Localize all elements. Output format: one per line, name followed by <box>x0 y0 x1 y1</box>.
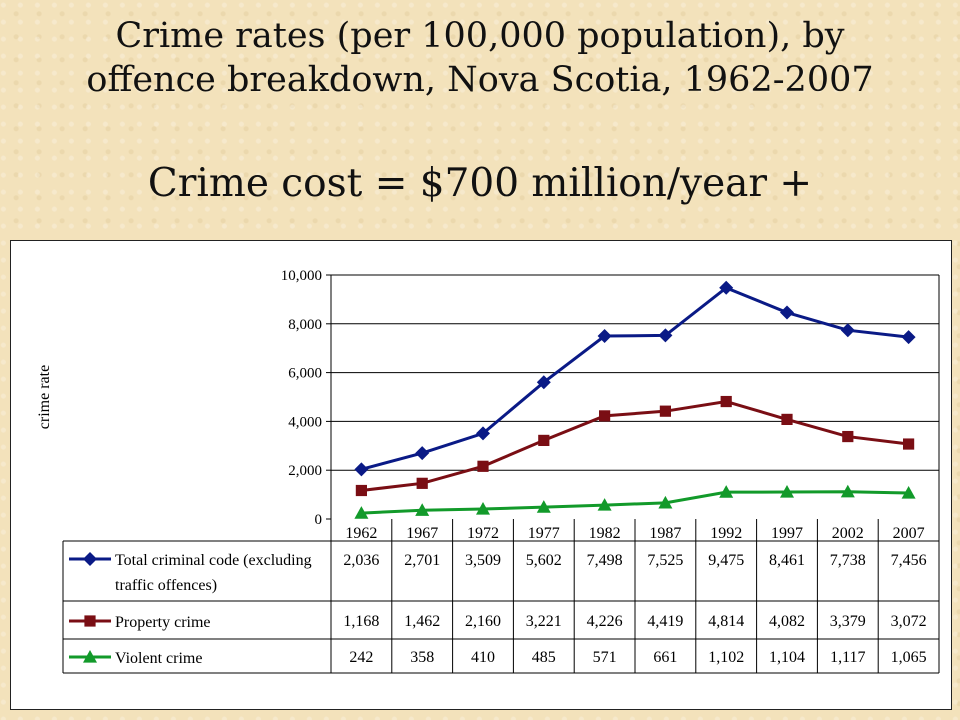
data-point <box>536 375 551 390</box>
data-label: 1,104 <box>769 649 805 666</box>
data-label: 9,475 <box>708 552 744 569</box>
data-label: 5,602 <box>526 552 562 569</box>
data-point <box>476 426 490 441</box>
x-tick-label: 1997 <box>771 525 803 542</box>
legend-key-marker <box>84 615 96 627</box>
data-label: 2,036 <box>343 552 379 569</box>
series-line <box>361 400 909 492</box>
data-point <box>901 330 916 345</box>
data-label: 8,461 <box>769 552 805 569</box>
data-label: 7,738 <box>830 552 866 569</box>
y-tick-label: 4,000 <box>288 414 322 430</box>
data-label: 7,498 <box>587 552 623 569</box>
data-label: 242 <box>349 649 373 666</box>
legend-label: Violent crime <box>115 650 202 667</box>
data-point <box>415 446 430 461</box>
y-tick-label: 8,000 <box>288 317 322 333</box>
data-label: 2,160 <box>465 613 501 630</box>
data-point <box>901 486 916 499</box>
data-label: 1,462 <box>404 613 440 630</box>
y-tick-label: 2,000 <box>288 463 322 479</box>
x-tick-label: 1987 <box>649 525 681 542</box>
x-tick-label: 1967 <box>406 525 438 542</box>
data-point <box>840 323 855 338</box>
series-line <box>361 286 909 471</box>
crime-rate-chart: 0 2,000 4,000 6,000 8,000 10,000 crime rate 196… <box>36 268 940 674</box>
legend-label: Property crime <box>115 614 211 631</box>
data-point <box>416 477 428 489</box>
data-label: 7,525 <box>647 552 683 569</box>
data-label: 3,379 <box>830 613 866 630</box>
data-point <box>354 506 369 519</box>
data-label: 3,509 <box>465 552 501 569</box>
data-label: 4,082 <box>769 613 805 630</box>
y-tick-label: 6,000 <box>288 366 322 382</box>
data-point <box>476 501 490 515</box>
data-label: 3,072 <box>891 613 927 630</box>
data-label: 1,168 <box>343 613 379 630</box>
data-label: 2,701 <box>404 552 440 569</box>
data-label: 661 <box>653 649 677 666</box>
data-label: 1,065 <box>891 649 927 666</box>
data-label: 358 <box>410 649 434 666</box>
slide-title-line-2: offence breakdown, Nova Scotia, 1962-200… <box>86 60 874 100</box>
slide-title-line-1: Crime rates (per 100,000 population), by <box>115 16 845 56</box>
x-tick-label: 1962 <box>345 525 377 542</box>
x-tick-label: 1982 <box>589 525 621 542</box>
y-axis-label: crime rate <box>36 365 53 429</box>
data-point <box>538 434 550 447</box>
data-point <box>780 485 794 498</box>
data-label: 571 <box>593 649 617 666</box>
data-point <box>658 495 673 509</box>
data-point <box>903 438 915 450</box>
data-point <box>597 498 612 511</box>
x-tick-label: 2007 <box>893 525 925 542</box>
data-point <box>354 462 369 477</box>
data-point <box>477 460 489 472</box>
data-label: 485 <box>532 649 556 666</box>
data-point <box>842 430 854 443</box>
x-tick-label: 1972 <box>467 525 499 542</box>
data-label: 410 <box>471 649 495 666</box>
data-point <box>658 328 673 343</box>
data-point <box>720 395 732 408</box>
y-tick-label: 0 <box>315 512 323 528</box>
data-point <box>536 500 551 513</box>
y-tick-label: 10,000 <box>281 268 322 284</box>
legend-key-marker <box>83 650 97 663</box>
legend-label: traffic offences) <box>115 577 217 594</box>
slide-subtitle: Crime cost = $700 million/year + <box>147 161 813 206</box>
series-line <box>361 490 909 515</box>
data-label: 1,117 <box>830 649 865 666</box>
data-point <box>781 413 793 425</box>
data-label: 4,814 <box>708 613 744 630</box>
data-point <box>597 329 612 344</box>
data-point <box>599 410 611 422</box>
legend-key-marker <box>83 552 97 566</box>
data-point <box>719 485 734 498</box>
data-label: 4,419 <box>647 613 683 630</box>
data-point <box>780 305 794 320</box>
chart-panel: 0 2,000 4,000 6,000 8,000 10,000 crime rate 196… <box>10 240 952 710</box>
data-label: 3,221 <box>526 613 562 630</box>
data-point <box>840 484 855 498</box>
x-tick-label: 1977 <box>528 525 560 542</box>
data-point <box>719 280 734 295</box>
x-tick-label: 2002 <box>832 525 864 542</box>
data-point <box>659 405 671 417</box>
data-label: 7,456 <box>891 552 927 569</box>
legend-label: Total criminal code (excluding <box>115 552 312 569</box>
data-label: 1,102 <box>708 649 744 666</box>
data-point <box>355 484 367 497</box>
data-label: 4,226 <box>587 613 623 630</box>
x-tick-label: 1992 <box>710 525 742 542</box>
data-point <box>415 503 430 516</box>
